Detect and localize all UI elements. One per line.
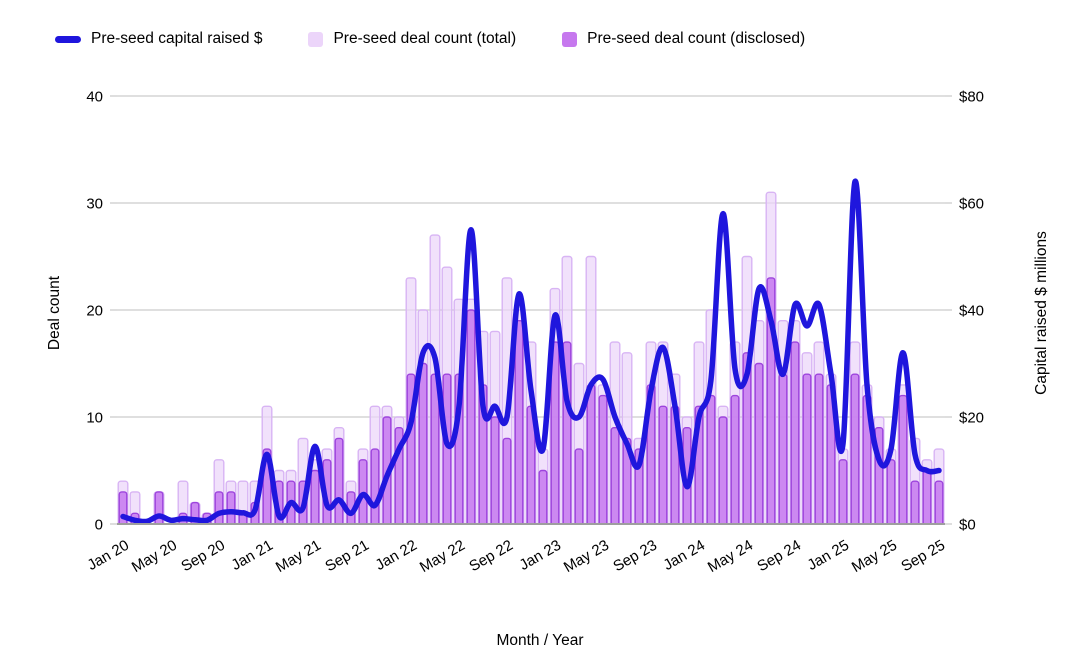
left-axis-tick-label: 40	[86, 89, 103, 106]
x-axis-tick-label: Jan 21	[228, 537, 276, 574]
x-axis-tick-label: May 22	[417, 537, 468, 576]
legend-label-capital: Pre-seed capital raised $	[91, 30, 263, 47]
right-axis-tick-label: $0	[959, 517, 976, 534]
right-axis-tick-label: $80	[959, 89, 984, 106]
bar-disclosed[interactable]	[742, 352, 752, 528]
bar-disclosed[interactable]	[730, 394, 740, 528]
bar-disclosed[interactable]	[310, 469, 320, 529]
x-axis-tick-label: Sep 24	[754, 537, 804, 575]
x-axis-tick-label: Jan 23	[516, 537, 564, 574]
x-axis-tick-label: May 21	[273, 537, 324, 576]
left-axis-tick-label: 20	[86, 303, 103, 320]
bar-disclosed[interactable]	[514, 320, 524, 528]
right-axis-tick-label: $40	[959, 303, 984, 320]
bar-disclosed[interactable]	[466, 309, 476, 528]
bar-disclosed[interactable]	[790, 341, 800, 528]
left-axis-tick-label: 30	[86, 196, 103, 213]
bar-disclosed[interactable]	[502, 437, 512, 528]
bar-disclosed[interactable]	[586, 384, 596, 528]
bar-disclosed[interactable]	[754, 362, 764, 529]
legend-item-capital[interactable]: Pre-seed capital raised $	[55, 30, 262, 48]
legend-item-total[interactable]: Pre-seed deal count (total)	[308, 30, 516, 48]
bar-disclosed[interactable]	[574, 448, 584, 528]
bar-disclosed[interactable]	[706, 394, 716, 528]
x-axis-tick-label: Sep 23	[610, 537, 660, 575]
bar-disclosed[interactable]	[334, 437, 344, 528]
x-axis-tick-label: May 24	[705, 537, 756, 576]
x-axis-tick-label: Sep 20	[178, 537, 228, 575]
bar-disclosed[interactable]	[550, 341, 560, 528]
legend-label-total: Pre-seed deal count (total)	[333, 30, 517, 47]
bar-disclosed[interactable]	[850, 373, 860, 528]
x-axis-tick-label: Jan 22	[372, 537, 420, 574]
bar-disclosed[interactable]	[838, 459, 848, 528]
right-axis-tick-label: $60	[959, 196, 984, 213]
x-axis-tick-label: Sep 22	[466, 537, 516, 575]
x-axis-tick-label: May 20	[129, 537, 180, 576]
bar-total-swatch-icon	[308, 31, 324, 47]
bar-disclosed[interactable]	[814, 373, 824, 528]
bar-disclosed[interactable]	[610, 427, 620, 528]
bar-disclosed[interactable]	[490, 416, 500, 528]
left-axis-tick-label: 10	[86, 410, 103, 427]
bar-disclosed[interactable]	[118, 491, 128, 528]
x-axis-tick-label: Jan 24	[660, 537, 708, 574]
capital-line[interactable]	[120, 178, 942, 525]
bar-disclosed[interactable]	[598, 394, 608, 528]
legend-item-disclosed[interactable]: Pre-seed deal count (disclosed)	[562, 30, 805, 48]
line-swatch-icon	[55, 35, 81, 43]
bar-disclosed[interactable]	[934, 480, 944, 528]
bars-layer	[117, 191, 945, 529]
bar-disclosed[interactable]	[778, 373, 788, 528]
x-axis-tick-label: Sep 25	[898, 537, 948, 575]
bar-disclosed[interactable]	[538, 469, 548, 529]
bar-disclosed[interactable]	[886, 459, 896, 528]
bar-disclosed[interactable]	[370, 448, 380, 528]
x-axis-tick-label: May 23	[561, 537, 612, 576]
legend: Pre-seed capital raised $ Pre-seed deal …	[55, 30, 805, 48]
bar-disclosed[interactable]	[718, 416, 728, 528]
bar-disclosed[interactable]	[442, 373, 452, 528]
bar-disclosed[interactable]	[418, 362, 428, 529]
legend-label-disclosed: Pre-seed deal count (disclosed)	[587, 30, 806, 47]
x-axis-tick-label: Jan 25	[804, 537, 852, 574]
bar-disclosed-swatch-icon	[562, 31, 578, 47]
bar-disclosed[interactable]	[802, 373, 812, 528]
x-axis-tick-label: May 25	[849, 537, 900, 576]
left-axis-tick-label: 0	[95, 517, 103, 534]
bar-disclosed[interactable]	[154, 491, 164, 528]
x-axis-title: Month / Year	[496, 632, 584, 649]
bar-disclosed[interactable]	[910, 480, 920, 528]
bar-disclosed[interactable]	[922, 469, 932, 529]
right-axis-tick-label: $20	[959, 410, 984, 427]
x-axis-tick-label: Sep 21	[322, 537, 372, 575]
bar-disclosed[interactable]	[658, 405, 668, 528]
bar-disclosed[interactable]	[898, 394, 908, 528]
x-axis-tick-label: Jan 20	[84, 537, 132, 574]
